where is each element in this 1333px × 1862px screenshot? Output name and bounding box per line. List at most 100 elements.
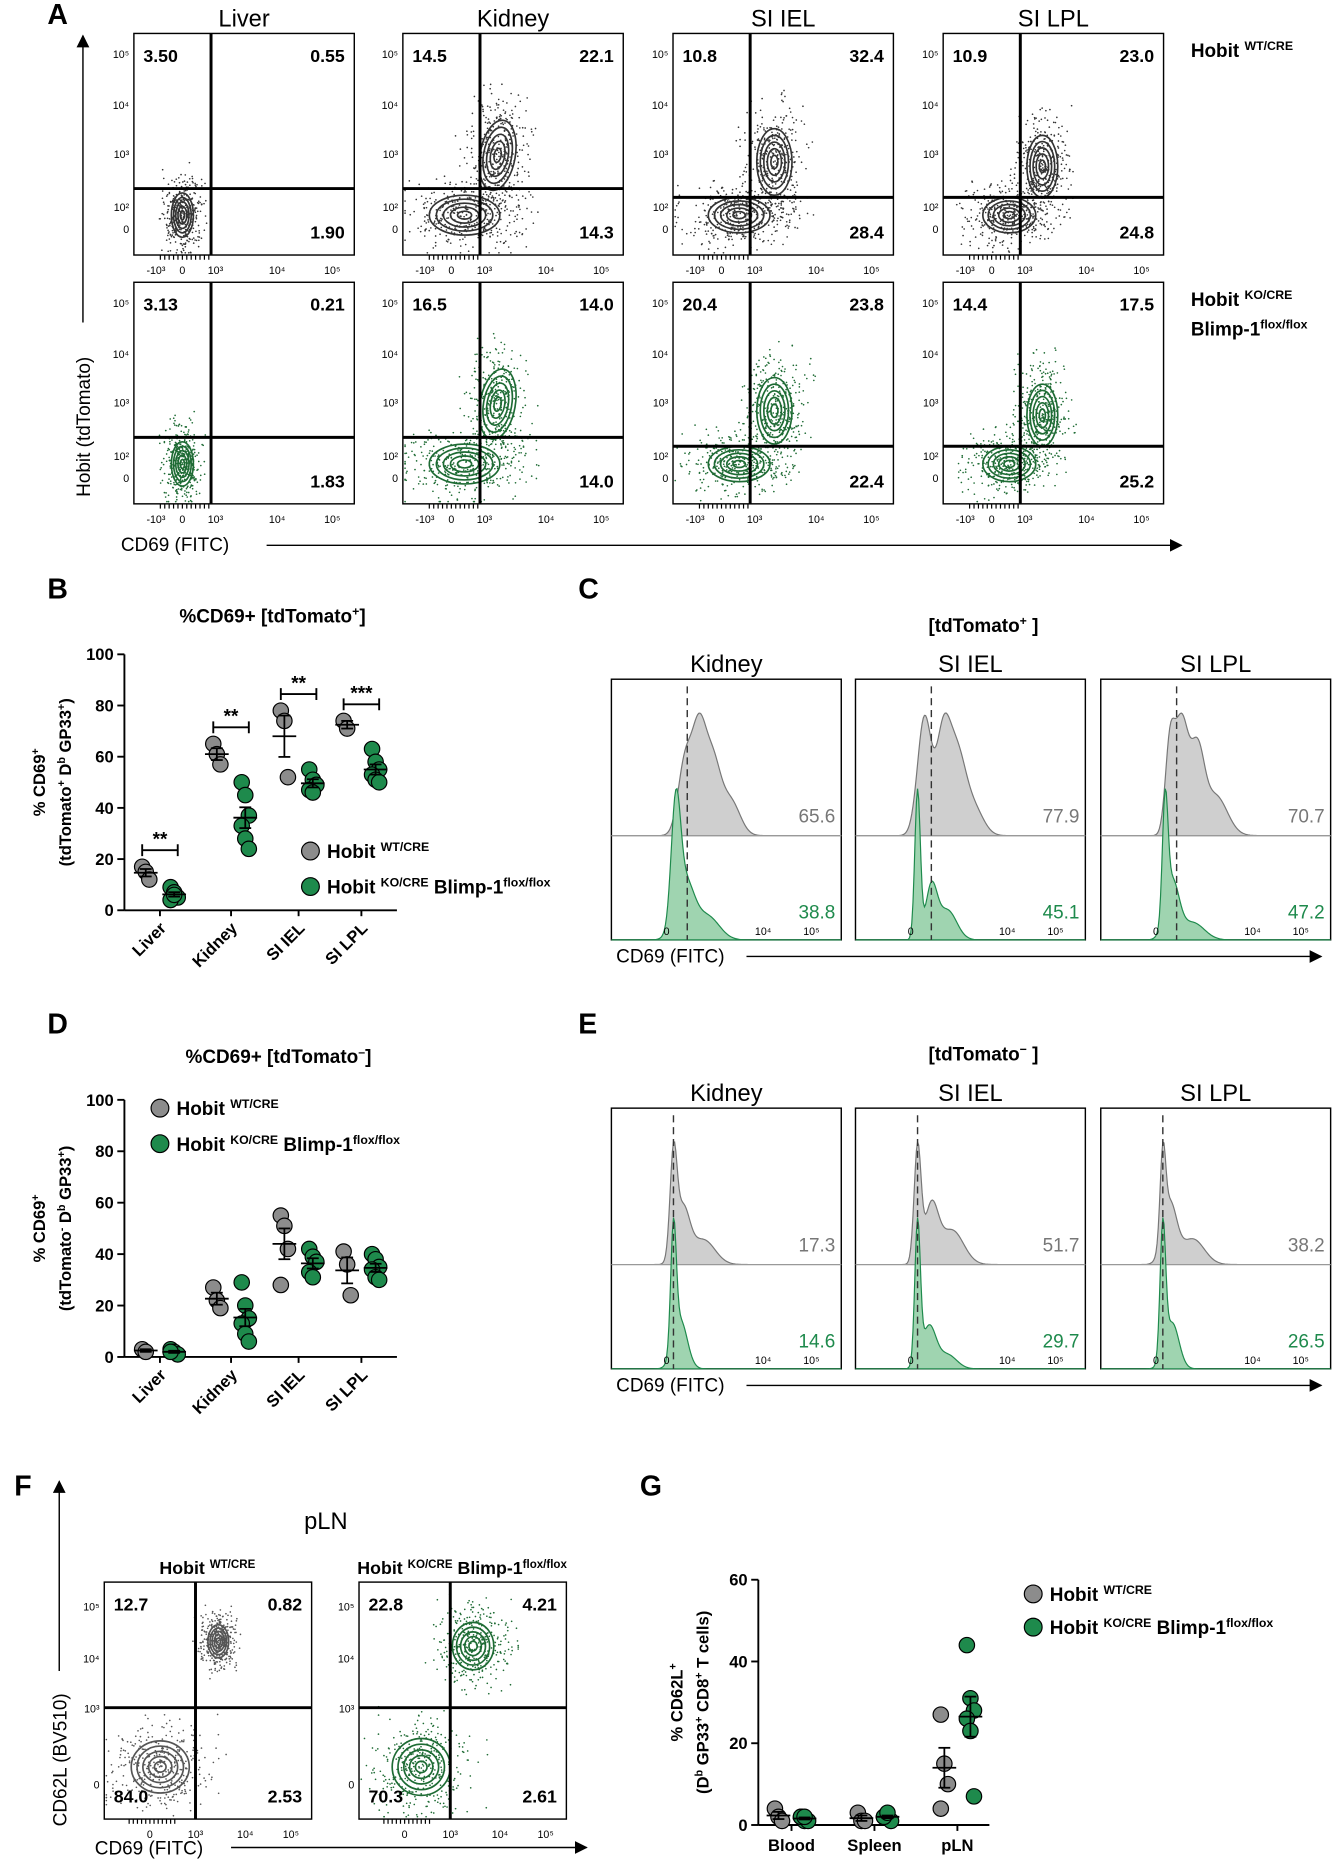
event-dot xyxy=(780,180,783,183)
event-dot xyxy=(513,390,515,392)
event-dot xyxy=(746,464,749,466)
event-dot xyxy=(191,438,194,441)
event-dot xyxy=(174,500,177,503)
event-dot xyxy=(499,240,502,243)
x-tick-label: 10⁵ xyxy=(593,514,609,526)
event-dot xyxy=(772,478,774,480)
event-dot xyxy=(973,454,976,457)
event-dot xyxy=(181,463,184,466)
event-dot xyxy=(798,391,801,393)
contour xyxy=(1035,153,1050,180)
event-dot xyxy=(165,453,168,455)
event-dot xyxy=(980,443,982,445)
event-dot xyxy=(444,471,447,474)
event-dot xyxy=(788,107,791,110)
event-dot xyxy=(1041,154,1044,157)
event-dot xyxy=(484,121,487,124)
event-dot xyxy=(168,440,171,443)
event-dot xyxy=(489,232,491,234)
event-dot xyxy=(515,230,518,233)
event-dot xyxy=(709,242,711,244)
event-dot xyxy=(1017,156,1020,159)
event-dot xyxy=(508,185,511,188)
quadrant-value: 0.21 xyxy=(310,295,345,315)
event-dot xyxy=(496,484,499,486)
event-dot xyxy=(758,165,760,168)
panel-letter: B xyxy=(47,574,68,606)
event-dot xyxy=(1025,460,1028,462)
event-dot xyxy=(700,441,703,444)
event-dot xyxy=(1059,135,1062,137)
event-dot xyxy=(412,433,415,436)
event-dot xyxy=(1023,156,1025,159)
event-dot xyxy=(481,199,484,201)
event-dot xyxy=(1035,202,1037,205)
event-dot xyxy=(162,457,165,460)
event-dot xyxy=(767,224,770,226)
event-dot xyxy=(770,387,773,389)
event-dot xyxy=(504,240,507,243)
event-dot xyxy=(1037,463,1040,466)
event-dot xyxy=(961,226,964,228)
event-dot xyxy=(521,149,524,151)
event-dot xyxy=(1001,190,1004,193)
event-dot xyxy=(1023,475,1026,477)
event-dot xyxy=(427,219,429,221)
event-dot xyxy=(513,174,516,177)
event-dot xyxy=(763,127,765,129)
event-dot xyxy=(1026,119,1029,122)
event-dot xyxy=(495,117,498,120)
event-dot xyxy=(460,232,463,235)
event-dot xyxy=(732,226,734,229)
event-dot xyxy=(182,249,185,252)
event-dot xyxy=(483,461,485,464)
event-dot xyxy=(519,354,522,357)
event-dot xyxy=(994,470,997,473)
event-dot xyxy=(1011,486,1013,489)
event-dot xyxy=(1067,417,1070,420)
event-dot xyxy=(775,471,777,473)
event-dot xyxy=(1050,223,1052,225)
event-dot xyxy=(1000,180,1003,182)
event-dot xyxy=(530,130,533,133)
event-dot xyxy=(463,157,466,159)
event-dot xyxy=(510,431,513,433)
event-dot xyxy=(993,496,995,499)
event-dot xyxy=(474,497,477,500)
event-dot xyxy=(765,455,768,457)
event-dot xyxy=(1039,108,1042,111)
event-dot xyxy=(475,214,478,217)
event-dot xyxy=(751,210,754,213)
event-dot xyxy=(771,233,773,236)
event-dot xyxy=(753,234,756,236)
event-dot xyxy=(450,231,453,233)
event-dot xyxy=(785,115,788,117)
event-dot xyxy=(794,191,797,194)
event-dot xyxy=(521,195,524,197)
event-dot xyxy=(500,122,502,125)
event-dot xyxy=(472,433,474,435)
event-dot xyxy=(503,457,506,460)
event-dot xyxy=(674,479,677,482)
event-dot xyxy=(988,237,990,240)
event-dot xyxy=(792,121,795,124)
x-tick-label: 10³ xyxy=(1017,265,1033,277)
event-dot xyxy=(1039,204,1042,206)
event-dot xyxy=(502,100,504,103)
event-dot xyxy=(182,234,185,237)
event-dot xyxy=(501,464,503,466)
event-dot xyxy=(504,445,507,448)
event-dot xyxy=(984,450,986,453)
event-dot xyxy=(793,186,796,189)
event-dot xyxy=(719,457,722,460)
event-dot xyxy=(482,371,485,374)
event-dot xyxy=(484,200,487,202)
event-dot xyxy=(466,146,469,149)
event-dot xyxy=(201,443,203,446)
event-dot xyxy=(745,190,747,193)
event-dot xyxy=(780,451,783,454)
event-dot xyxy=(1021,372,1024,375)
event-dot xyxy=(488,473,491,475)
event-dot xyxy=(413,210,415,213)
event-dot xyxy=(525,359,528,362)
